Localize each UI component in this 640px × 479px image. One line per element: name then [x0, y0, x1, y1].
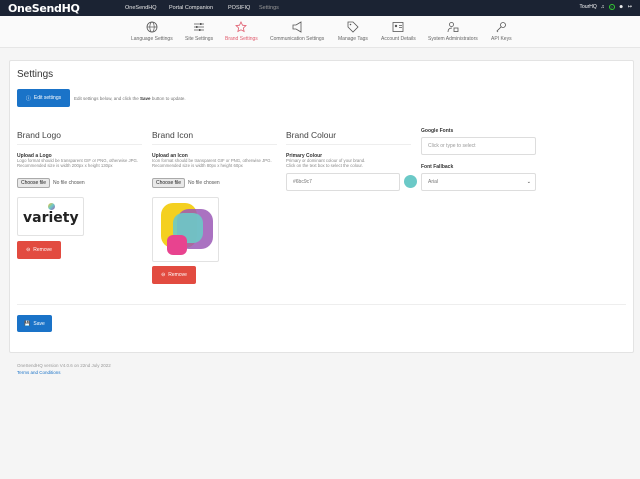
divider	[152, 144, 277, 145]
divider	[17, 304, 626, 305]
primary-colour-label: Primary Colour	[286, 153, 323, 159]
brand-icon-heading: Brand Icon	[152, 130, 194, 140]
divider	[286, 144, 411, 145]
tags-icon	[347, 21, 359, 33]
user-lock-icon	[447, 22, 459, 33]
sliders-icon	[194, 23, 205, 31]
logo-size-help: Recommended size is width 200px x height…	[17, 163, 113, 168]
id-card-icon	[392, 22, 404, 32]
primary-colour-input[interactable]: #6bc9c7	[286, 173, 400, 191]
tab-account-details[interactable]: Account Details	[381, 21, 416, 42]
info-icon: ⓘ	[25, 95, 31, 102]
key-icon	[496, 22, 507, 33]
brand-logo-heading: Brand Logo	[17, 130, 61, 140]
icon-file-status: No file chosen	[188, 180, 220, 186]
brand-logo[interactable]: OneSendHQ	[8, 2, 80, 15]
logout-icon[interactable]: ↦	[627, 4, 632, 10]
user-name[interactable]: TourHQ	[579, 4, 597, 10]
google-fonts-input[interactable]: Click or type to select	[421, 137, 536, 155]
star-icon	[235, 21, 248, 33]
remove-icon-button[interactable]: ⊖ Remove	[152, 266, 196, 284]
logo-file-input[interactable]: Choose file No file chosen	[17, 178, 85, 188]
globe-icon	[146, 21, 158, 33]
colour-click-help: Click on the text box to select the colo…	[286, 163, 363, 168]
choose-logo-button[interactable]: Choose file	[17, 178, 51, 188]
user-icon[interactable]: ☻	[618, 4, 624, 10]
brand-icon-image	[161, 203, 213, 255]
save-icon: 💾	[24, 320, 31, 327]
logo-help: Logo format should be transparent GIF or…	[17, 158, 139, 163]
icon-preview	[152, 197, 219, 262]
colour-swatch[interactable]	[404, 175, 417, 188]
icon-file-input[interactable]: Choose file No file chosen	[152, 178, 220, 188]
page-title: Settings	[17, 69, 54, 80]
nav-portal-companion[interactable]: Portal Companion	[169, 5, 214, 11]
version-text: OneSendHQ version V4.0.6 on 22nd July 20…	[17, 363, 111, 368]
top-bar: OneSendHQ OneSendHQ Portal Companion POS…	[0, 0, 640, 16]
edit-hint: Edit settings below, and click the Save …	[74, 96, 186, 101]
font-fallback-select[interactable]: Arial ⌄	[421, 173, 536, 191]
tab-system-administrators[interactable]: System Administrators	[428, 21, 478, 42]
tab-brand-settings[interactable]: Brand Settings	[225, 21, 258, 42]
nav-posifiq[interactable]: POSIFIQ	[228, 5, 251, 11]
colour-help: Primary or dominant colour of your brand…	[286, 158, 366, 163]
settings-subnav: Language Settings Site Settings Brand Se…	[0, 16, 640, 48]
logo-mark	[48, 203, 55, 210]
edit-settings-button[interactable]: ⓘ Edit settings	[17, 89, 70, 107]
divider	[17, 144, 142, 145]
logo-image: variety	[23, 210, 79, 226]
terms-link[interactable]: Terms and Conditions	[17, 370, 61, 375]
tab-api-keys[interactable]: API Keys	[491, 21, 512, 42]
help-icon[interactable]: ?	[608, 4, 615, 10]
font-fallback-value: Arial	[428, 179, 439, 185]
upload-icon-label: Upload an Icon	[152, 153, 188, 159]
logo-preview: variety	[17, 197, 84, 236]
tab-communication-settings[interactable]: Communication Settings	[270, 21, 324, 42]
tab-language-settings[interactable]: Language Settings	[131, 21, 173, 42]
upload-logo-label: Upload a Logo	[17, 153, 52, 159]
settings-card	[9, 60, 634, 353]
brand-colour-heading: Brand Colour	[286, 130, 337, 140]
tab-site-settings[interactable]: Site Settings	[185, 21, 213, 42]
google-fonts-label: Google Fonts	[421, 128, 454, 134]
chevron-down-icon: ⌄	[526, 179, 531, 185]
nav-settings[interactable]: Settings	[259, 5, 279, 11]
nav-onesendhq[interactable]: OneSendHQ	[125, 5, 157, 11]
logo-file-status: No file chosen	[53, 180, 85, 186]
remove-logo-button[interactable]: ⊖ Remove	[17, 241, 61, 259]
icon-help: Icon format should be transparent GIF or…	[152, 158, 272, 163]
save-button[interactable]: 💾 Save	[17, 315, 52, 332]
minus-circle-icon: ⊖	[26, 247, 31, 253]
font-fallback-label: Font Fallback	[421, 164, 454, 170]
icon-size-help: Recommended size is width 80px x height …	[152, 163, 243, 168]
minus-circle-icon: ⊖	[161, 272, 166, 278]
tab-manage-tags[interactable]: Manage Tags	[338, 21, 368, 42]
megaphone-icon	[292, 21, 302, 33]
choose-icon-button[interactable]: Choose file	[152, 178, 186, 188]
bell-icon[interactable]: ♫	[600, 4, 605, 10]
